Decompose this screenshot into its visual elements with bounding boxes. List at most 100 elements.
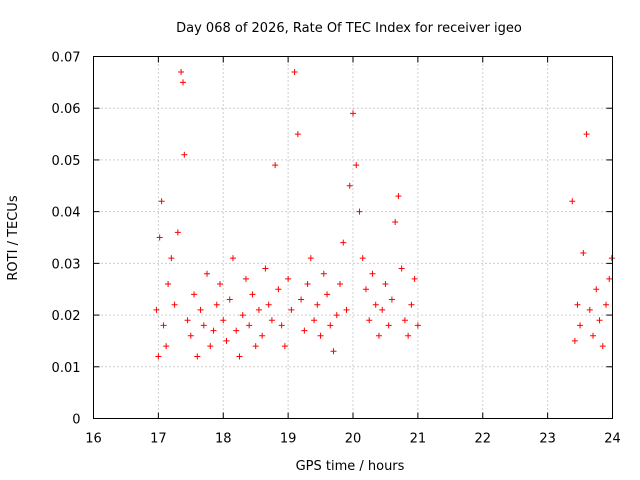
data-point xyxy=(197,306,204,313)
data-point xyxy=(307,255,314,262)
data-point xyxy=(187,332,194,339)
data-point xyxy=(178,69,185,76)
data-point xyxy=(174,229,181,236)
data-point xyxy=(160,322,167,329)
data-point xyxy=(191,291,198,298)
x-tick-label: 18 xyxy=(215,432,232,447)
data-point xyxy=(317,332,324,339)
x-tick-label: 19 xyxy=(280,432,297,447)
data-point xyxy=(153,306,160,313)
x-axis-title: GPS time / hours xyxy=(296,459,405,474)
data-point xyxy=(379,306,386,313)
grid-lines xyxy=(93,56,613,419)
data-point xyxy=(246,322,253,329)
y-tick-label: 0.07 xyxy=(52,51,81,66)
data-point xyxy=(236,353,243,360)
x-tick-label: 17 xyxy=(150,432,167,447)
data-point xyxy=(249,291,256,298)
data-point xyxy=(353,162,360,169)
data-point xyxy=(401,317,408,324)
data-point xyxy=(372,301,379,308)
data-point xyxy=(408,301,415,308)
data-point xyxy=(359,255,366,262)
data-point xyxy=(593,286,600,293)
data-point xyxy=(350,110,356,117)
data-point xyxy=(599,343,606,350)
data-point xyxy=(158,198,165,205)
x-tick-label: 24 xyxy=(604,432,621,447)
data-point xyxy=(606,275,613,282)
data-point xyxy=(340,239,347,246)
data-point xyxy=(168,255,175,262)
data-point xyxy=(603,301,610,308)
data-point xyxy=(324,291,331,298)
data-point xyxy=(311,317,318,324)
data-point xyxy=(583,131,590,138)
data-point xyxy=(207,343,214,350)
data-point xyxy=(362,286,369,293)
x-tick-label: 16 xyxy=(85,432,102,447)
data-point xyxy=(217,281,224,288)
data-point xyxy=(580,250,587,257)
data-point xyxy=(395,193,402,200)
y-tick-label: 0.05 xyxy=(52,154,81,169)
x-tick-label: 23 xyxy=(539,432,556,447)
data-point xyxy=(320,270,327,277)
data-point xyxy=(596,317,603,324)
data-point xyxy=(268,317,275,324)
data-point xyxy=(304,281,311,288)
data-point xyxy=(265,301,272,308)
data-point xyxy=(226,296,233,303)
data-point xyxy=(590,332,597,339)
axis-ticks xyxy=(93,56,613,419)
data-point xyxy=(405,332,412,339)
chart-title: Day 068 of 2026, Rate Of TEC Index for r… xyxy=(176,21,522,36)
data-point xyxy=(288,306,295,313)
data-point xyxy=(272,162,279,169)
y-tick-label: 0.01 xyxy=(52,361,81,376)
data-point xyxy=(262,265,269,272)
data-point xyxy=(181,151,188,158)
x-tick-label: 21 xyxy=(410,432,427,447)
x-tick-label: 22 xyxy=(474,432,491,447)
data-point xyxy=(574,301,581,308)
data-point xyxy=(252,343,259,350)
data-points xyxy=(153,69,615,360)
data-point xyxy=(608,255,615,262)
data-point xyxy=(382,281,389,288)
y-tick-labels: 0 0.01 0.02 0.03 0.04 0.05 0.06 0.07 xyxy=(52,51,81,428)
y-tick-label: 0.04 xyxy=(52,206,81,221)
data-point xyxy=(314,301,321,308)
data-point xyxy=(171,301,178,308)
data-point xyxy=(291,69,298,76)
data-point xyxy=(577,322,584,329)
data-point xyxy=(220,317,227,324)
data-point xyxy=(392,218,399,225)
data-point xyxy=(385,322,392,329)
data-point xyxy=(388,296,395,303)
x-tick-labels: 16 17 18 19 20 21 22 23 24 xyxy=(85,432,621,447)
y-tick-label: 0 xyxy=(72,413,80,428)
data-point xyxy=(259,332,266,339)
data-point xyxy=(242,275,249,282)
data-point xyxy=(346,182,353,189)
data-point xyxy=(298,296,305,303)
data-point xyxy=(184,317,191,324)
data-point xyxy=(369,270,376,277)
data-point xyxy=(569,198,576,205)
data-point xyxy=(356,208,363,215)
data-point xyxy=(343,306,350,313)
y-tick-label: 0.03 xyxy=(52,257,81,272)
data-point xyxy=(330,348,337,355)
y-tick-label: 0.06 xyxy=(52,102,81,117)
data-point xyxy=(294,131,301,138)
data-point xyxy=(281,343,288,350)
data-point xyxy=(275,286,282,293)
data-point xyxy=(398,265,405,272)
data-point xyxy=(229,255,236,262)
data-point xyxy=(414,322,421,329)
data-point xyxy=(375,332,382,339)
data-point xyxy=(285,275,292,282)
data-point xyxy=(366,317,373,324)
